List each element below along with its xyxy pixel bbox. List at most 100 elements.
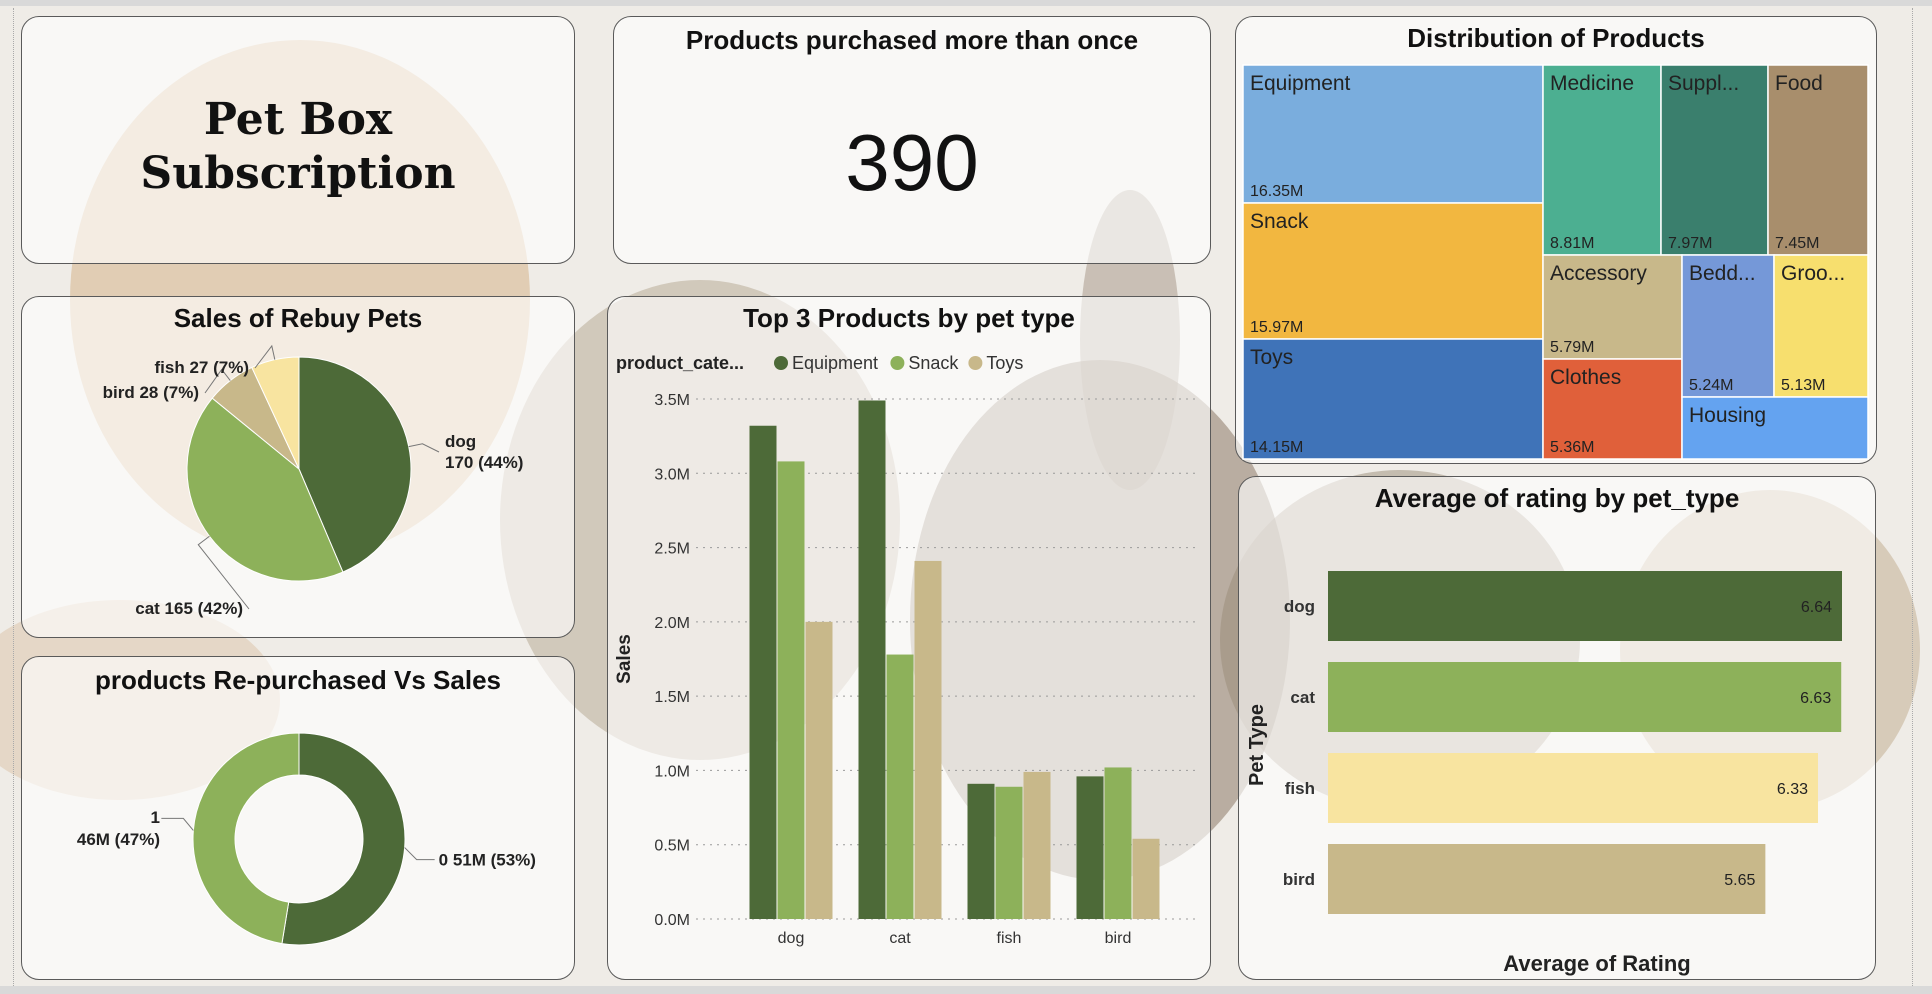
treemap-value-groo: 5.13M — [1781, 377, 1825, 394]
bar-cat-toys — [914, 560, 942, 919]
treemap-value-toys: 14.15M — [1250, 439, 1303, 456]
y-axis-label: Sales — [614, 634, 635, 684]
treemap-value-food: 7.45M — [1775, 235, 1819, 252]
donut-slice-1 — [192, 732, 300, 945]
frame-left-guide — [13, 8, 14, 988]
pie-leader-fish — [254, 344, 276, 369]
x-tick-label: fish — [997, 930, 1022, 947]
bar-bird-snack — [1104, 767, 1132, 919]
dashboard-title: Pet Box Subscription — [22, 93, 574, 201]
treemap-label-equipment: Equipment — [1250, 72, 1351, 95]
treemap-label-food: Food — [1775, 72, 1823, 95]
pie-label-bird: bird 28 (7%) — [103, 383, 199, 402]
treemap-title: Distribution of Products — [1407, 23, 1705, 53]
treemap-tile-groo — [1773, 254, 1869, 398]
treemap-card[interactable]: Distribution of Products Equipment 16.35M… — [1235, 16, 1877, 464]
rating-value-bird: 5.65 — [1724, 872, 1755, 889]
treemap-tile-accessory — [1542, 254, 1683, 360]
bar-bird-equipment — [1076, 776, 1104, 919]
pie-label-fish: fish 27 (7%) — [155, 358, 249, 377]
bar-fish-toys — [1023, 771, 1051, 919]
dashboard-title-line2: Subscription — [140, 148, 456, 199]
rating-category-fish: fish — [1285, 779, 1315, 798]
donut-label-1-name: 1 — [151, 808, 160, 827]
treemap-tile-housing — [1681, 396, 1869, 460]
legend-label-snack: Snack — [908, 353, 959, 373]
frame-right-guide — [1912, 8, 1913, 988]
rating-x-axis-label: Average of Rating — [1503, 951, 1690, 976]
treemap-label-groo: Groo... — [1781, 262, 1845, 285]
rating-title: Average of rating by pet_type — [1374, 483, 1740, 513]
rebuy-pie-title: Sales of Rebuy Pets — [173, 303, 423, 333]
rating-y-axis-label: Pet Type — [1246, 704, 1268, 786]
rebuy-pie-card[interactable]: Sales of Rebuy Pets dog 170 (44%) cat 165 … — [21, 296, 575, 638]
treemap-tile-toys — [1242, 338, 1544, 460]
x-tick-label: cat — [889, 930, 911, 947]
dashboard-title-line1: Pet Box — [203, 94, 393, 145]
treemap-value-bedd: 5.24M — [1689, 377, 1733, 394]
treemap-tile-medicine — [1542, 64, 1662, 256]
treemap-label-housing: Housing — [1689, 404, 1766, 427]
treemap-value-equipment: 16.35M — [1250, 183, 1303, 200]
rating-bar-cat — [1328, 662, 1842, 732]
pie-leader-dog — [408, 443, 440, 453]
pie-leader-cat — [197, 535, 250, 610]
treemap-label-clothes: Clothes — [1550, 366, 1621, 389]
bar-fish-equipment — [967, 783, 995, 919]
pie-label-dog: 170 (44%) — [445, 453, 523, 472]
y-tick-label: 2.5M — [654, 541, 690, 558]
treemap-value-accessory: 5.79M — [1550, 339, 1594, 356]
rating-bar-dog — [1328, 571, 1842, 641]
rating-bar-bird — [1328, 844, 1766, 914]
rating-bar-fish — [1328, 753, 1819, 823]
y-tick-label: 2.0M — [654, 615, 690, 632]
donut-label-0: 0 51M (53%) — [439, 851, 536, 870]
rating-card[interactable]: Average of rating by pet_type 6.64 dog 6.6… — [1238, 476, 1876, 980]
y-tick-label: 3.0M — [654, 466, 690, 483]
kpi-card[interactable]: Products purchased more than once 390 — [613, 16, 1211, 264]
top3-bar-card[interactable]: Top 3 Products by pet type product_cate.… — [607, 296, 1211, 980]
bar-fish-snack — [995, 786, 1023, 919]
treemap-tile-food — [1767, 64, 1869, 256]
rating-value-dog: 6.64 — [1801, 599, 1832, 616]
treemap-label-suppl: Suppl... — [1668, 72, 1739, 95]
treemap-label-medicine: Medicine — [1550, 72, 1634, 95]
donut-card[interactable]: products Re-purchased Vs Sales 0 51M (53… — [21, 656, 575, 980]
legend-marker-snack — [890, 356, 905, 370]
rating-value-fish: 6.33 — [1777, 781, 1808, 798]
treemap-value-snack: 15.97M — [1250, 319, 1303, 336]
frame-bottom-edge — [0, 986, 1932, 994]
title-card[interactable]: Pet Box Subscription — [21, 16, 575, 264]
donut-leader-0 — [404, 847, 435, 861]
treemap-value-medicine: 8.81M — [1550, 235, 1594, 252]
treemap-tile-bedd — [1681, 254, 1775, 398]
legend-title: product_cate... — [616, 353, 744, 373]
top3-bar-title: Top 3 Products by pet type — [743, 303, 1075, 333]
y-tick-label: 1.5M — [654, 689, 690, 706]
legend-label-equipment: Equipment — [792, 353, 878, 373]
y-tick-label: 3.5M — [654, 392, 690, 409]
donut-slice-0 — [281, 732, 406, 946]
pie-leader-bird — [204, 368, 231, 394]
repurchase-donut-chart: 0 51M (53%) 1 46M (47%) — [77, 732, 536, 946]
treemap-label-bedd: Bedd... — [1689, 262, 1756, 285]
rating-category-dog: dog — [1284, 597, 1315, 616]
legend-label-toys: Toys — [986, 353, 1023, 373]
pie-label-dog: dog — [445, 432, 476, 451]
y-tick-label: 0.5M — [654, 838, 690, 855]
treemap-chart: Equipment 16.35M Snack 15.97M Toys 14.15M Medi… — [1242, 64, 1869, 460]
x-tick-label: dog — [778, 930, 805, 947]
rating-category-cat: cat — [1290, 688, 1315, 707]
bar-dog-toys — [805, 621, 833, 919]
rating-value-cat: 6.63 — [1800, 690, 1831, 707]
bar-dog-equipment — [749, 425, 777, 919]
treemap-label-snack: Snack — [1250, 210, 1309, 233]
bar-cat-snack — [886, 654, 914, 919]
treemap-value-clothes: 5.36M — [1550, 439, 1594, 456]
pie-label-cat: cat 165 (42%) — [135, 599, 243, 618]
legend-marker-toys — [968, 356, 983, 370]
rating-bar-chart: 6.64 dog 6.63 cat 6.33 fish 5.65 bird Pet Type Av… — [1246, 571, 1842, 976]
legend-marker-equipment — [774, 356, 788, 370]
bar-dog-snack — [777, 461, 805, 919]
bar-cat-equipment — [858, 400, 886, 919]
